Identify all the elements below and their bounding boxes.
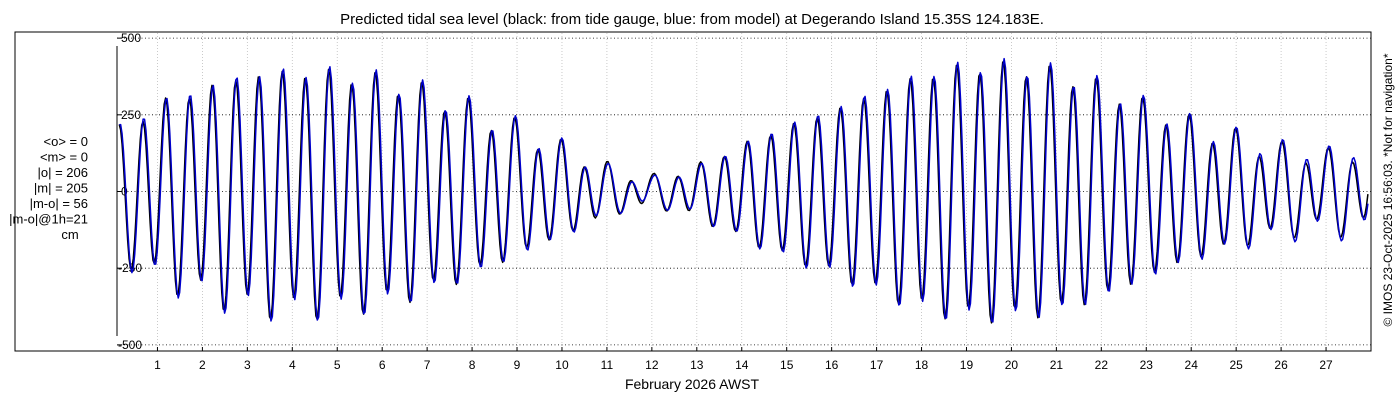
x-tick-label: 2 — [199, 358, 206, 372]
x-tick-label: 26 — [1274, 358, 1288, 372]
x-tick-label: 4 — [289, 358, 296, 372]
x-tick-label: 6 — [379, 358, 386, 372]
x-tick-label: 11 — [601, 358, 614, 372]
horizontal-gridlines — [117, 37, 1371, 346]
x-tick-label: 25 — [1229, 358, 1243, 372]
stats-line: <m> = 0 — [40, 150, 88, 165]
series-layer — [118, 57, 1369, 324]
x-tick-label: 19 — [960, 358, 974, 372]
model-series-line — [119, 57, 1369, 323]
chart-title: Predicted tidal sea level (black: from t… — [340, 11, 1044, 28]
stats-line: |m-o| = 56 — [30, 196, 88, 211]
stats-line: |m| = 205 — [34, 181, 88, 196]
x-tick-label: 12 — [645, 358, 659, 372]
x-tick-label: 18 — [915, 358, 929, 372]
x-tick-label: 14 — [735, 358, 749, 372]
stats-line: cm — [61, 227, 78, 242]
x-tick-label: 1 — [154, 358, 161, 372]
x-axis-label: February 2026 AWST — [625, 376, 760, 392]
stats-line: |o| = 206 — [38, 165, 89, 180]
x-tick-label: 8 — [469, 358, 476, 372]
y-tick-label: -500 — [118, 338, 142, 352]
x-tick-label: 23 — [1140, 358, 1154, 372]
x-tick-label: 20 — [1005, 358, 1019, 372]
credit-text: © IMOS 23-Oct-2025 16:56:03. *Not for na… — [1381, 53, 1395, 326]
stats-line: <o> = 0 — [44, 134, 88, 149]
x-tick-label: 16 — [825, 358, 839, 372]
x-tick-label: 22 — [1095, 358, 1109, 372]
y-tick-label: 500 — [121, 31, 141, 45]
x-axis-ticks: 1 2 3 4 5 6 7 8 9 10 11 12 13 14 15 16 17 18 19 20 21 22 23 24 2… — [154, 347, 1333, 372]
x-tick-label: 5 — [334, 358, 341, 372]
x-tick-label: 9 — [514, 358, 521, 372]
x-tick-label: 17 — [870, 358, 884, 372]
x-tick-label: 7 — [424, 358, 431, 372]
stats-line: |m-o|@1h=21 — [9, 212, 88, 227]
x-tick-label: 15 — [780, 358, 794, 372]
x-tick-label: 13 — [690, 358, 704, 372]
x-tick-label: 21 — [1050, 358, 1064, 372]
x-tick-label: 3 — [244, 358, 251, 372]
y-tick-label: 250 — [121, 108, 141, 122]
x-tick-label: 24 — [1185, 358, 1199, 372]
stats-block: <o> = 0<m> = 0|o| = 206|m| = 205|m-o| = … — [9, 134, 88, 242]
x-tick-label: 27 — [1319, 358, 1333, 372]
x-tick-label: 10 — [555, 358, 569, 372]
